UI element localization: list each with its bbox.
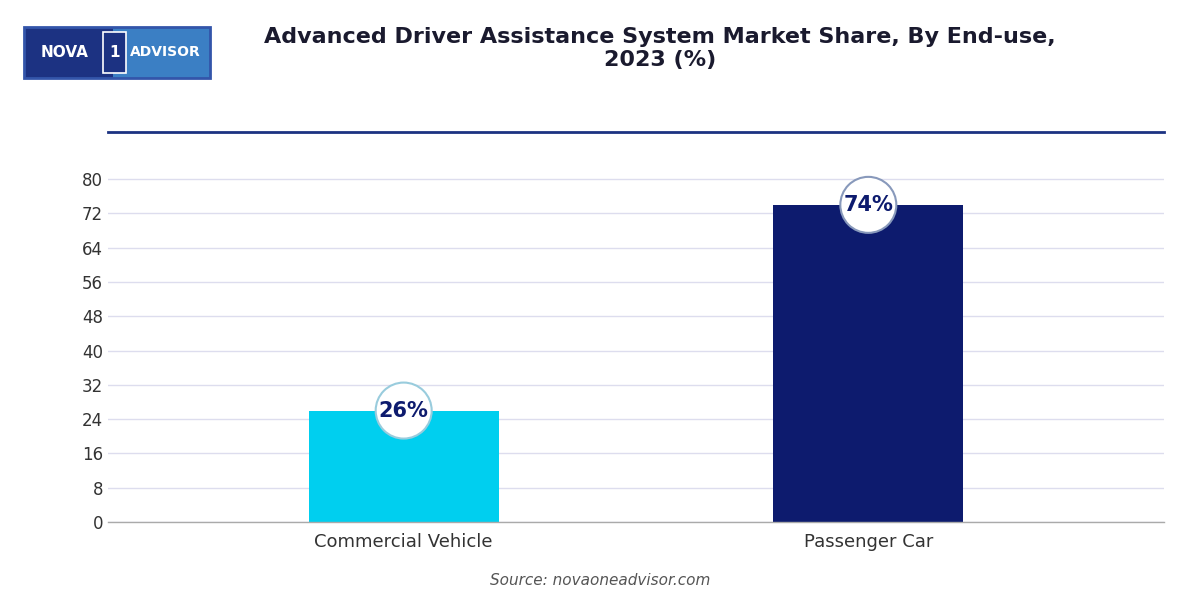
Text: 74%: 74%: [844, 195, 893, 215]
Text: NOVA: NOVA: [41, 45, 89, 60]
Ellipse shape: [376, 383, 432, 439]
Text: Source: novaoneadvisor.com: Source: novaoneadvisor.com: [490, 573, 710, 588]
Text: Advanced Driver Assistance System Market Share, By End-use,
2023 (%): Advanced Driver Assistance System Market…: [264, 27, 1056, 70]
Ellipse shape: [840, 177, 896, 233]
Text: ADVISOR: ADVISOR: [130, 46, 200, 59]
Text: 1: 1: [109, 45, 120, 60]
Bar: [773, 205, 964, 522]
Text: 26%: 26%: [379, 401, 428, 421]
Bar: [308, 410, 499, 522]
